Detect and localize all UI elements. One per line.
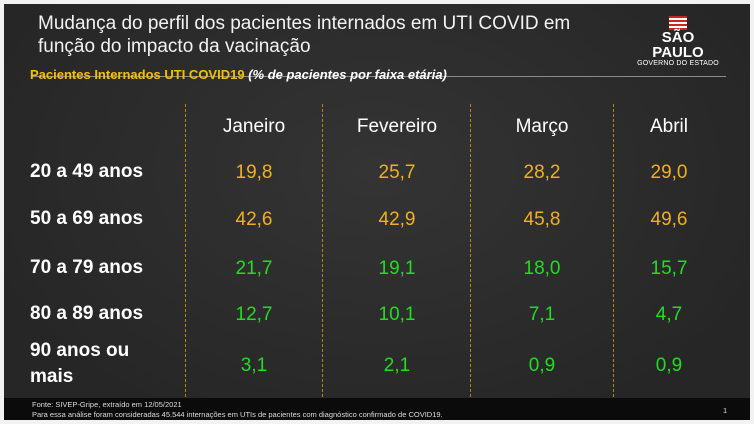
table-cell: 4,7	[655, 304, 683, 325]
row-label: 50 a 69 anos	[30, 208, 144, 229]
slide: Mudança do perfil dos pacientes internad…	[4, 4, 750, 420]
table-cell: 19,1	[378, 258, 416, 279]
column-divider	[185, 104, 186, 402]
column-header: Março	[515, 116, 569, 137]
footer: Fonte: SIVEP-Gripe, extraído em 12/05/20…	[4, 398, 750, 420]
table-cell: 2,1	[383, 355, 411, 376]
row-label: 70 a 79 anos	[30, 257, 144, 278]
column-header: Fevereiro	[356, 116, 438, 137]
table-cell: 7,1	[528, 304, 556, 325]
source-note: Fonte: SIVEP-Gripe, extraído em 12/05/20…	[32, 400, 182, 409]
table-cell: 28,2	[523, 162, 561, 183]
table-cell: 0,9	[655, 355, 683, 376]
table-cell: 42,6	[235, 209, 273, 230]
column-header: Janeiro	[222, 116, 286, 137]
row-label: 80 a 89 anos	[30, 303, 144, 324]
slide-title: Mudança do perfil dos pacientes internad…	[38, 13, 571, 57]
column-divider	[470, 104, 471, 402]
table-cell: 19,8	[235, 162, 273, 183]
logo-line2: GOVERNO DO ESTADO	[637, 60, 719, 67]
row-label: 90 anos ou mais	[30, 340, 130, 387]
subtitle-note: (% de pacientes por faixa etária)	[248, 67, 447, 82]
column-divider	[322, 104, 323, 402]
table-cell: 25,7	[378, 162, 416, 183]
column-header: Abril	[649, 116, 689, 137]
page-number: 1	[723, 406, 728, 415]
subtitle-main: Pacientes Internados UTI COVID19	[30, 67, 245, 82]
column-divider	[613, 104, 614, 402]
flag-icon	[669, 16, 687, 30]
table-cell: 3,1	[240, 355, 268, 376]
table-cell: 0,9	[528, 355, 556, 376]
table-cell: 29,0	[650, 162, 688, 183]
title-divider	[32, 76, 726, 77]
table-cell: 42,9	[378, 209, 416, 230]
table-cell: 15,7	[650, 258, 688, 279]
table-cell: 12,7	[235, 304, 273, 325]
analysis-note: Para essa análise foram consideradas 45.…	[32, 410, 443, 419]
table-cell: 21,7	[235, 258, 273, 279]
row-label: 20 a 49 anos	[30, 161, 144, 182]
table-cell: 49,6	[650, 209, 688, 230]
table-cell: 45,8	[523, 209, 561, 230]
table-subtitle: Pacientes Internados UTI COVID19 (% de p…	[30, 67, 447, 82]
logo-line1: SÃO PAULO	[652, 29, 704, 61]
table-cell: 18,0	[523, 258, 561, 279]
sao-paulo-logo: SÃO PAULO GOVERNO DO ESTADO	[636, 16, 720, 67]
table-cell: 10,1	[378, 304, 416, 325]
